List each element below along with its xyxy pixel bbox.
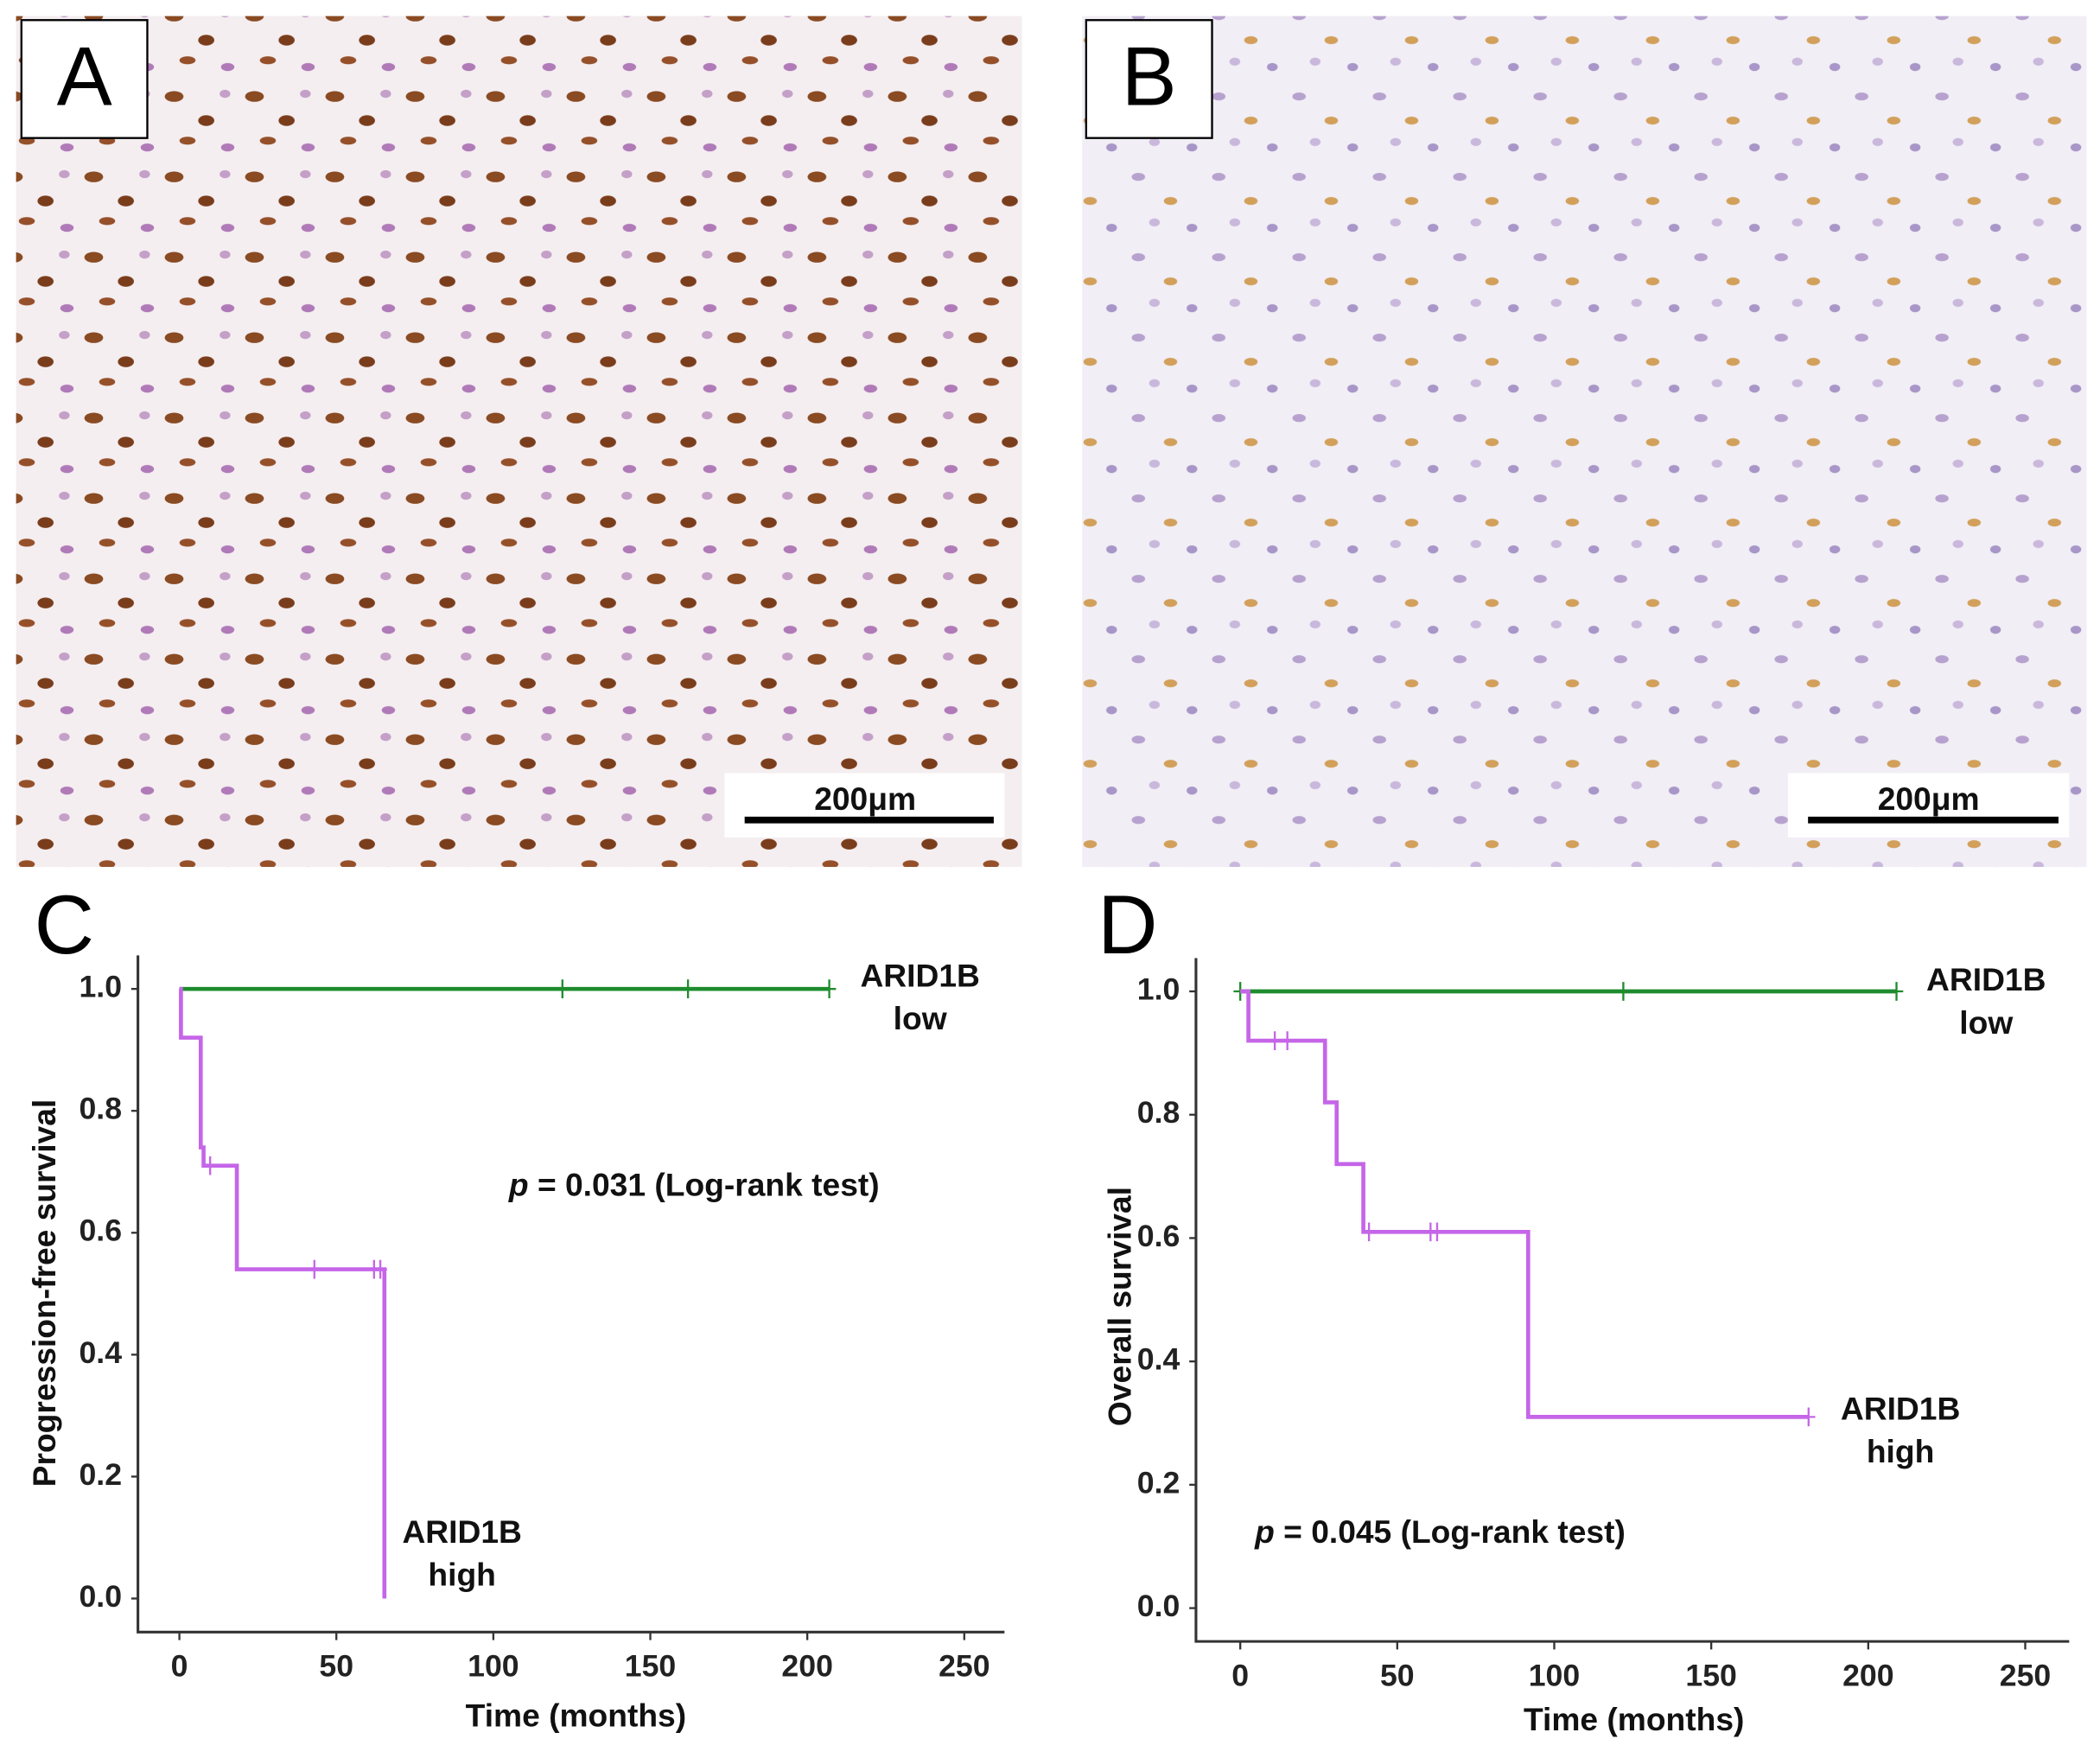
y-tick-label: 0.4 (1137, 1342, 1180, 1377)
y-tick-label: 0.8 (1137, 1095, 1180, 1130)
panel-label: A (57, 30, 112, 123)
censor-mark (822, 979, 837, 999)
panel-label: B (1122, 30, 1177, 123)
x-tick-label: 150 (1685, 1658, 1736, 1692)
p-value-label: p = 0.031 (Log-rank test) (508, 1166, 880, 1202)
y-tick-label: 0.4 (79, 1335, 122, 1370)
survival-curve (179, 986, 387, 1599)
censor-mark (1430, 1222, 1444, 1242)
series-label: high (1867, 1433, 1934, 1469)
x-tick-label: 0 (171, 1649, 188, 1684)
x-tick-label: 250 (939, 1649, 990, 1684)
series-label: ARID1B (1926, 961, 2046, 997)
series-label: ARID1B (1841, 1390, 1960, 1426)
micrograph-b: B 200μm (1082, 16, 2087, 868)
y-axis-label: Progression-free survival (26, 1099, 62, 1487)
censor-mark (681, 979, 695, 999)
x-tick-label: 50 (1380, 1658, 1415, 1692)
x-tick-label: 200 (1842, 1658, 1893, 1692)
series-label: high (428, 1557, 495, 1593)
scale-bar-label: 200μm (814, 780, 916, 817)
p-text: = 0.045 (Log-rank test) (1283, 1513, 1626, 1550)
y-tick-label: 0.6 (79, 1213, 122, 1248)
censor-mark (1802, 1407, 1816, 1427)
y-tick-label: 0.8 (79, 1092, 122, 1126)
y-tick-label: 0.0 (79, 1579, 122, 1614)
censor-mark (203, 1156, 217, 1175)
y-tick-label: 0.2 (1137, 1465, 1180, 1500)
scale-bar-label: 200μm (1878, 780, 1980, 817)
censor-mark (556, 979, 570, 999)
survival-curve (1240, 989, 1809, 1419)
p-value-label: p = 0.045 (Log-rank test) (1254, 1513, 1626, 1550)
y-axis-label: Overall survival (1102, 1187, 1138, 1426)
panel-label: C (35, 879, 94, 971)
y-tick-label: 0.2 (79, 1457, 122, 1492)
censor-mark (1889, 982, 1904, 1001)
censor-mark (373, 1259, 387, 1279)
censor-mark (1616, 982, 1631, 1001)
p-symbol: p (508, 1166, 529, 1202)
x-tick-label: 100 (1529, 1658, 1580, 1692)
panel-label: D (1098, 879, 1157, 971)
y-tick-label: 0.6 (1137, 1219, 1180, 1253)
x-tick-label: 50 (319, 1649, 353, 1684)
series-label: ARID1B (402, 1513, 521, 1550)
series-label: low (894, 1000, 947, 1036)
censor-mark (308, 1259, 321, 1279)
y-tick-label: 0.0 (1137, 1589, 1180, 1623)
x-tick-label: 250 (2000, 1658, 2051, 1692)
p-symbol: p (1254, 1513, 1275, 1550)
censor-mark (1362, 1222, 1376, 1242)
x-tick-label: 100 (468, 1649, 519, 1684)
y-tick-label: 1.0 (1137, 971, 1180, 1006)
axis (1194, 958, 2070, 1643)
censor-mark (1280, 1031, 1295, 1050)
series-label: ARID1B (860, 958, 979, 994)
axis (137, 955, 1005, 1634)
x-axis-label: Time (months) (466, 1697, 686, 1733)
series-label: low (1959, 1004, 2013, 1041)
x-axis-label: Time (months) (1524, 1701, 1744, 1737)
micrograph-a: A 200μm (16, 16, 1022, 868)
p-text: = 0.031 (Log-rank test) (538, 1166, 880, 1202)
x-tick-label: 0 (1231, 1658, 1249, 1692)
x-tick-label: 200 (781, 1649, 832, 1684)
y-tick-label: 1.0 (79, 970, 122, 1004)
censor-mark (1268, 1031, 1282, 1050)
x-tick-label: 150 (625, 1649, 676, 1684)
